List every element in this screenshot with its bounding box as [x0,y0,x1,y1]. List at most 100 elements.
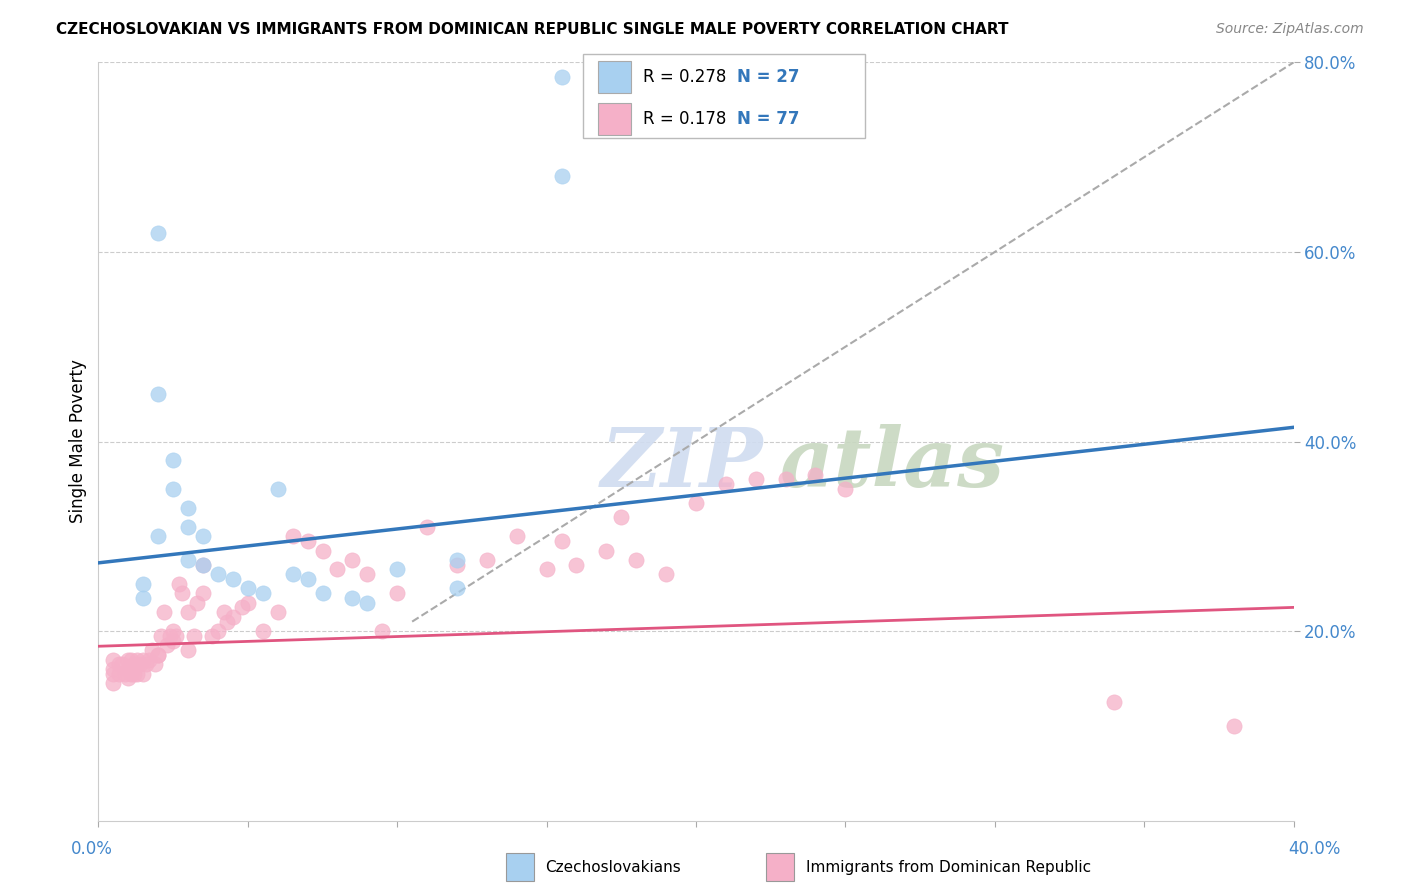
Point [222,610,245,624]
Point [1223,719,1246,733]
Point [385,562,409,576]
Text: Immigrants from Dominican Republic: Immigrants from Dominican Republic [806,860,1091,874]
Text: Source: ZipAtlas.com: Source: ZipAtlas.com [1216,22,1364,37]
Point [311,586,333,600]
Point [1104,695,1126,709]
Point [207,567,229,582]
Point [281,567,304,582]
Point [120,666,142,681]
Point [148,529,170,543]
Point [207,624,229,639]
Point [252,624,274,639]
Point [446,582,468,596]
Point [150,629,173,643]
Text: Czechoslovakians: Czechoslovakians [546,860,682,874]
Point [745,473,768,487]
Point [156,638,179,652]
Text: R = 0.278: R = 0.278 [643,68,725,86]
Point [127,666,149,681]
Point [114,666,136,681]
Text: ZIP: ZIP [600,425,763,504]
Y-axis label: Single Male Poverty: Single Male Poverty [69,359,87,524]
Point [834,482,856,496]
Point [191,529,214,543]
Point [167,576,190,591]
Text: N = 77: N = 77 [737,111,799,128]
Point [191,586,214,600]
Point [252,586,274,600]
Text: N = 27: N = 27 [737,68,799,86]
Point [153,605,176,619]
Point [626,553,648,567]
Point [236,596,259,610]
Point [446,553,468,567]
Point [267,605,290,619]
Point [186,596,208,610]
Point [714,477,737,491]
Point [550,169,572,184]
Point [172,586,194,600]
Point [342,553,364,567]
Point [536,562,558,576]
Point [120,652,142,666]
Point [506,529,529,543]
Point [775,473,797,487]
Point [385,586,409,600]
Point [177,553,200,567]
Point [148,648,170,662]
Point [162,624,184,639]
Point [371,624,394,639]
Point [148,226,170,240]
Point [177,520,200,534]
Point [311,543,333,558]
Point [565,558,588,572]
Point [108,657,131,672]
Point [108,666,131,681]
Point [215,615,238,629]
Point [610,510,633,524]
Point [165,629,187,643]
Point [550,534,572,549]
Point [236,582,259,596]
Point [103,652,125,666]
Point [162,453,184,467]
Point [103,676,125,690]
Point [222,572,245,586]
Point [267,482,290,496]
Point [201,629,224,643]
Point [177,605,200,619]
Point [103,662,125,676]
Point [124,666,146,681]
Point [127,652,149,666]
Point [159,629,181,643]
Point [191,558,214,572]
Point [804,467,827,482]
Point [129,657,152,672]
Point [655,567,678,582]
Point [356,596,378,610]
Point [124,657,146,672]
Point [143,657,166,672]
Point [356,567,378,582]
Point [132,652,155,666]
Point [132,576,155,591]
Point [103,666,125,681]
Point [595,543,617,558]
Point [297,534,319,549]
Point [416,520,439,534]
Point [138,652,160,666]
Point [132,666,155,681]
Point [281,529,304,543]
Point [685,496,707,510]
Text: CZECHOSLOVAKIAN VS IMMIGRANTS FROM DOMINICAN REPUBLIC SINGLE MALE POVERTY CORREL: CZECHOSLOVAKIAN VS IMMIGRANTS FROM DOMIN… [56,22,1008,37]
Point [177,500,200,515]
Text: 40.0%: 40.0% [1288,840,1341,858]
Text: 0.0%: 0.0% [70,840,112,858]
Point [162,482,184,496]
Point [148,648,170,662]
Point [550,70,572,84]
Point [191,558,214,572]
Text: R = 0.178: R = 0.178 [643,111,725,128]
Point [117,672,139,686]
Point [141,643,163,657]
